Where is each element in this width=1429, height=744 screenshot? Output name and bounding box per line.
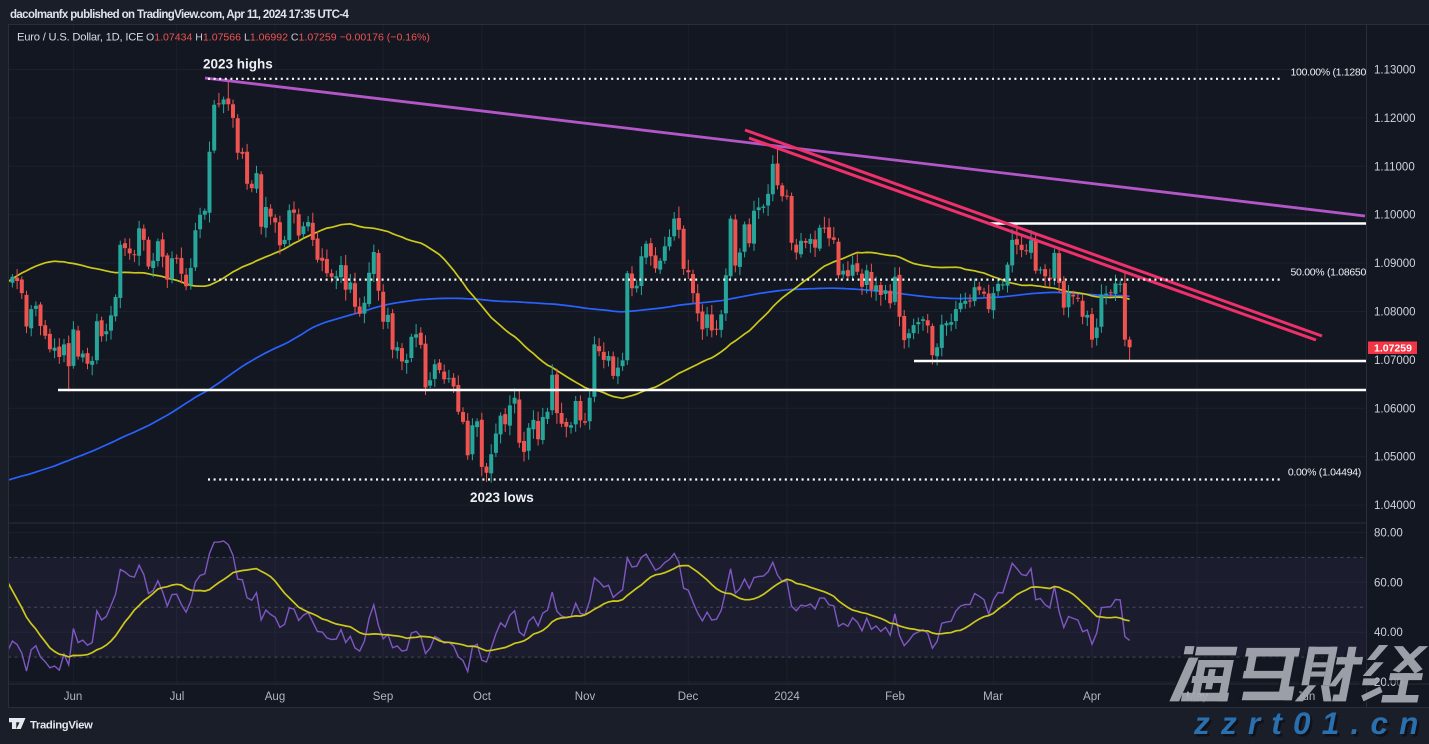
svg-text:Sep: Sep [373, 691, 393, 703]
svg-text:1.05000: 1.05000 [1374, 452, 1416, 464]
svg-text:0.00% (1.04494): 0.00% (1.04494) [1288, 467, 1361, 479]
svg-text:Mar: Mar [983, 691, 1003, 703]
svg-text:Oct: Oct [473, 691, 492, 703]
svg-text:Feb: Feb [885, 691, 905, 703]
svg-text:TradingView: TradingView [30, 720, 93, 732]
svg-text:Dec: Dec [678, 691, 699, 703]
svg-text:1.12000: 1.12000 [1374, 113, 1416, 125]
svg-text:1.04000: 1.04000 [1374, 500, 1416, 512]
svg-text:1.07259: 1.07259 [1374, 343, 1412, 355]
svg-text:60.00: 60.00 [1374, 577, 1403, 589]
svg-text:1.11000: 1.11000 [1374, 161, 1415, 173]
svg-text:2023 lows: 2023 lows [470, 490, 534, 505]
svg-text:2023 highs: 2023 highs [203, 57, 273, 72]
svg-text:50.00% (1.08650: 50.00% (1.08650 [1291, 267, 1367, 279]
svg-text:dacolmanfx published on Tradin: dacolmanfx published on TradingView.com,… [10, 9, 349, 21]
svg-text:1.13000: 1.13000 [1374, 65, 1416, 77]
svg-text:Nov: Nov [575, 691, 596, 703]
svg-text:1.07000: 1.07000 [1374, 355, 1416, 367]
svg-text:1.08000: 1.08000 [1374, 307, 1416, 319]
svg-text:Euro / U.S. Dollar, 1D, ICE: Euro / U.S. Dollar, 1D, ICE [17, 32, 143, 44]
svg-text:Jul: Jul [170, 691, 185, 703]
svg-text:1.06000: 1.06000 [1374, 403, 1416, 415]
svg-text:zzrt01.cn: zzrt01.cn [1195, 707, 1429, 739]
svg-text:1.10000: 1.10000 [1374, 210, 1416, 222]
svg-text:O1.07434 H1.07566 L1.06992: O1.07434 H1.07566 L1.06992 C1.07259 −0.0… [146, 32, 430, 44]
svg-text:80.00: 80.00 [1374, 528, 1403, 540]
svg-text:2024: 2024 [774, 691, 800, 703]
svg-text:100.00% (1.1280: 100.00% (1.1280 [1291, 67, 1367, 79]
svg-text:Jun: Jun [64, 691, 83, 703]
svg-text:Apr: Apr [1083, 691, 1101, 703]
svg-text:Aug: Aug [265, 691, 285, 703]
svg-text:zzrt01.cn: zzrt01.cn [1193, 705, 1429, 739]
svg-text:1.09000: 1.09000 [1374, 258, 1416, 270]
svg-text:40.00: 40.00 [1374, 627, 1403, 639]
